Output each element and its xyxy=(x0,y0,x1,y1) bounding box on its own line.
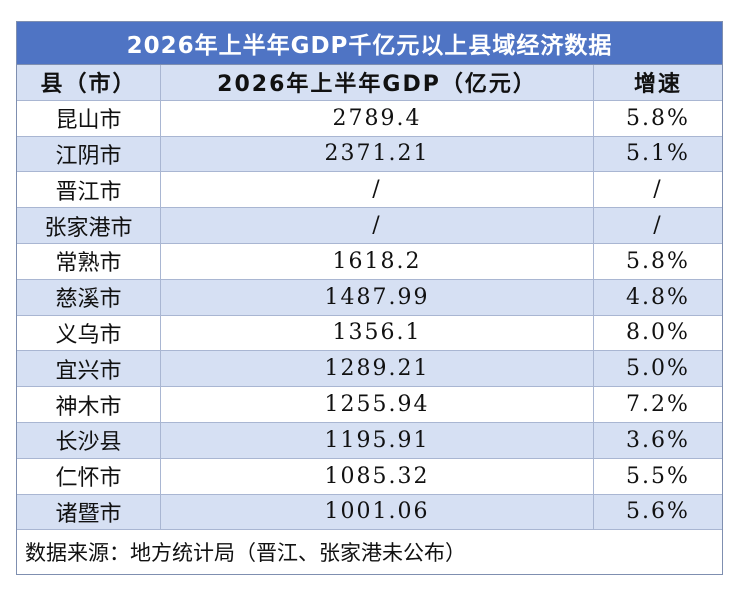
gdp-table: 2026年上半年GDP千亿元以上县域经济数据 县（市） 2026年上半年GDP（… xyxy=(16,21,723,576)
row-gdp-cell: 1255.94 xyxy=(160,387,593,422)
row-growth-cell: 8.0% xyxy=(593,315,722,351)
row-gdp-cell: 1195.91 xyxy=(160,422,593,458)
row-gdp-cell: 1356.1 xyxy=(160,315,593,351)
row-name-cell: 江阴市 xyxy=(55,143,122,169)
row-growth-cell: 7.2% xyxy=(593,387,722,422)
row-name-cell: 神木市 xyxy=(55,394,122,420)
row-name-cell: 义乌市 xyxy=(55,322,122,348)
column-header-name: 县（市） xyxy=(40,72,137,98)
row-name-cell: 仁怀市 xyxy=(55,466,122,492)
table-row: 诸暨市 1001.06 5.6% xyxy=(17,494,722,531)
row-growth-cell: 5.0% xyxy=(593,351,722,387)
row-name-cell: 常熟市 xyxy=(55,251,122,277)
table-body: 昆山市 2789.4 5.8% 江阴市 2371.21 5.1% 晋江市 / / 张家港市 / / 常熟… xyxy=(17,100,722,531)
table-row: 常熟市 1618.2 5.8% xyxy=(17,243,722,280)
row-name-cell: 慈溪市 xyxy=(55,287,122,313)
table-row: 神木市 1255.94 7.2% xyxy=(17,387,722,423)
table-row: 江阴市 2371.21 5.1% xyxy=(17,136,722,173)
table-header-row: 县（市） 2026年上半年GDP（亿元） 增速 xyxy=(17,65,722,101)
row-growth-cell: 5.1% xyxy=(593,136,722,172)
row-gdp-cell: / xyxy=(160,172,593,208)
row-growth-cell: 5.5% xyxy=(593,458,722,494)
table-row: 慈溪市 1487.99 4.8% xyxy=(17,279,722,316)
row-name-cell: 宜兴市 xyxy=(55,358,122,384)
row-gdp-cell: / xyxy=(160,208,593,243)
row-growth-cell: / xyxy=(593,208,722,243)
table-row: 张家港市 / / xyxy=(17,208,722,244)
column-header-growth: 增速 xyxy=(593,65,722,100)
row-gdp-cell: 1085.32 xyxy=(160,458,593,494)
row-name-cell: 诸暨市 xyxy=(55,501,122,527)
row-gdp-cell: 2789.4 xyxy=(160,100,593,136)
row-growth-cell: / xyxy=(593,172,722,208)
table-row: 晋江市 / / xyxy=(17,172,722,209)
row-gdp-cell: 2371.21 xyxy=(160,136,593,172)
row-name-cell: 昆山市 xyxy=(55,108,122,134)
table-title: 2026年上半年GDP千亿元以上县域经济数据 xyxy=(17,22,722,65)
row-gdp-cell: 1001.06 xyxy=(160,494,593,530)
row-name-cell: 张家港市 xyxy=(44,215,133,241)
row-gdp-cell: 1487.99 xyxy=(160,279,593,315)
table-row: 长沙县 1195.91 3.6% xyxy=(17,422,722,459)
table-row: 宜兴市 1289.21 5.0% xyxy=(17,351,722,388)
row-growth-cell: 5.8% xyxy=(593,243,722,279)
column-header-gdp: 2026年上半年GDP（亿元） xyxy=(160,65,593,100)
row-growth-cell: 3.6% xyxy=(593,422,722,458)
row-name-cell: 长沙县 xyxy=(55,430,122,456)
source-note: 数据来源：地方统计局（晋江、张家港未公布） xyxy=(17,530,722,575)
row-growth-cell: 5.6% xyxy=(593,494,722,530)
row-name-cell: 晋江市 xyxy=(55,179,122,205)
row-growth-cell: 5.8% xyxy=(593,100,722,136)
table-row: 义乌市 1356.1 8.0% xyxy=(17,315,722,352)
table-row: 昆山市 2789.4 5.8% xyxy=(17,100,722,137)
row-gdp-cell: 1289.21 xyxy=(160,351,593,387)
table-row: 仁怀市 1085.32 5.5% xyxy=(17,458,722,495)
row-gdp-cell: 1618.2 xyxy=(160,243,593,279)
row-growth-cell: 4.8% xyxy=(593,279,722,315)
